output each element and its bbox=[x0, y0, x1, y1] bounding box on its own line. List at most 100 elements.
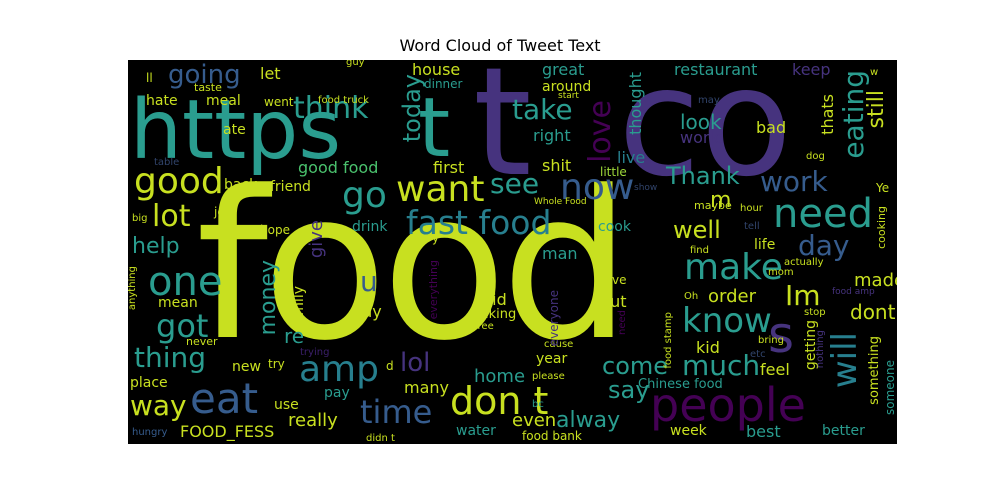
word-mean: mean bbox=[158, 295, 198, 311]
word-new: new bbox=[232, 359, 261, 375]
word-well: well bbox=[673, 216, 721, 244]
word-right: right bbox=[533, 126, 571, 145]
word-hungry: hungry bbox=[132, 427, 168, 438]
word-going: going bbox=[168, 60, 241, 90]
word-better: better bbox=[822, 423, 865, 439]
word-didn-t: didn t bbox=[366, 433, 395, 444]
word-fast-food: fast food bbox=[406, 203, 552, 242]
chart-title: Word Cloud of Tweet Text bbox=[399, 36, 601, 55]
word-time: time bbox=[360, 393, 433, 431]
word-maybe: maybe bbox=[694, 199, 732, 212]
word-drink: drink bbox=[352, 219, 388, 235]
word-try: try bbox=[268, 357, 285, 371]
word-give: give bbox=[306, 220, 327, 259]
word-one: one bbox=[148, 259, 223, 305]
word-t-big: t bbox=[473, 60, 532, 210]
word-many: many bbox=[404, 378, 449, 397]
word-ate: ate bbox=[223, 122, 246, 138]
word-come: come bbox=[602, 352, 669, 380]
word-know: know bbox=[682, 301, 772, 341]
word-find: find bbox=[690, 245, 709, 256]
word-make: make bbox=[684, 247, 783, 288]
word-world: world bbox=[680, 128, 725, 147]
word-w: w bbox=[870, 67, 879, 78]
word-don-t: don t bbox=[450, 379, 549, 423]
word-said: said bbox=[474, 290, 507, 309]
word-restaurant: restaurant bbox=[674, 60, 758, 79]
word-y: y bbox=[432, 231, 440, 245]
word-stop: stop bbox=[804, 307, 826, 318]
word-food-amp: food amp bbox=[832, 287, 875, 297]
word-bring: bring bbox=[758, 335, 784, 346]
word-dog: dog bbox=[806, 151, 825, 162]
word-back: back bbox=[224, 177, 258, 193]
word-way: way bbox=[130, 389, 187, 422]
word-actually: actually bbox=[784, 257, 824, 268]
word-need2: need bbox=[617, 310, 628, 335]
word-need: need bbox=[773, 191, 873, 237]
word-food-stamp: food stamp bbox=[663, 312, 674, 369]
word-m: m bbox=[710, 188, 732, 213]
word-dinner: dinner bbox=[424, 77, 463, 91]
word-home: home bbox=[474, 366, 526, 387]
word-place: place bbox=[130, 375, 168, 391]
word-mom: mom bbox=[768, 267, 794, 278]
word-amp: amp bbox=[299, 349, 379, 390]
word-anything: anything bbox=[128, 266, 138, 311]
word-Chinese-food: Chinese food bbox=[638, 377, 723, 392]
word-day: day bbox=[798, 229, 850, 262]
word-money: money bbox=[256, 260, 281, 336]
word-someone: someone bbox=[883, 360, 897, 415]
word-bc: bc bbox=[532, 399, 544, 410]
word-ve: ve bbox=[612, 273, 627, 287]
word-today: today bbox=[398, 74, 426, 143]
word-cause: cause bbox=[544, 339, 574, 350]
word-food-truck: food truck bbox=[318, 95, 369, 106]
word-great: great bbox=[542, 60, 585, 79]
word-water: water bbox=[456, 423, 496, 439]
word-friend: friend bbox=[270, 179, 311, 195]
word-guy: guy bbox=[346, 60, 365, 68]
word-t-mid: t bbox=[418, 81, 451, 176]
word-bad: bad bbox=[756, 118, 787, 137]
word-year: year bbox=[536, 351, 568, 367]
word-https: https bbox=[130, 83, 342, 178]
word-big: big bbox=[132, 213, 148, 224]
word-thing: thing bbox=[134, 341, 207, 374]
word-keep: keep bbox=[792, 60, 831, 79]
word-help: help bbox=[132, 234, 180, 259]
word-take: take bbox=[512, 93, 573, 126]
word-even: even bbox=[512, 410, 557, 431]
word-show: show bbox=[634, 183, 658, 193]
word-kid: kid bbox=[696, 338, 720, 357]
word-live: live bbox=[617, 148, 646, 167]
word-Thank: Thank bbox=[666, 162, 740, 190]
word-lol: lol bbox=[400, 348, 431, 378]
word-people: people bbox=[650, 378, 806, 432]
word-pay: pay bbox=[324, 385, 350, 401]
word-made: made bbox=[854, 270, 897, 291]
word-go: go bbox=[342, 175, 387, 216]
word-never: never bbox=[186, 335, 218, 348]
word-life: life bbox=[754, 237, 776, 253]
word-buy: buy bbox=[352, 302, 382, 321]
word-much: much bbox=[682, 349, 761, 382]
word-went: went bbox=[264, 95, 294, 109]
word-trying: trying bbox=[300, 347, 330, 358]
word-Ye: Ye bbox=[876, 181, 890, 195]
word-Whole-Food: Whole Food bbox=[534, 197, 587, 207]
word-tell: tell bbox=[744, 221, 760, 232]
word-feel: feel bbox=[760, 360, 790, 379]
word-got: got bbox=[156, 307, 209, 345]
word-now: now bbox=[560, 167, 635, 208]
word-best: best bbox=[746, 422, 781, 441]
word-meal: meal bbox=[206, 93, 241, 109]
word-really: really bbox=[288, 410, 338, 431]
word-let: let bbox=[260, 64, 281, 83]
word-please: please bbox=[532, 371, 565, 382]
word-order: order bbox=[708, 286, 756, 307]
word-food: food bbox=[196, 148, 631, 386]
word-use: use bbox=[274, 397, 299, 413]
word-Oh: Oh bbox=[684, 291, 699, 302]
word-family: family bbox=[291, 286, 307, 330]
